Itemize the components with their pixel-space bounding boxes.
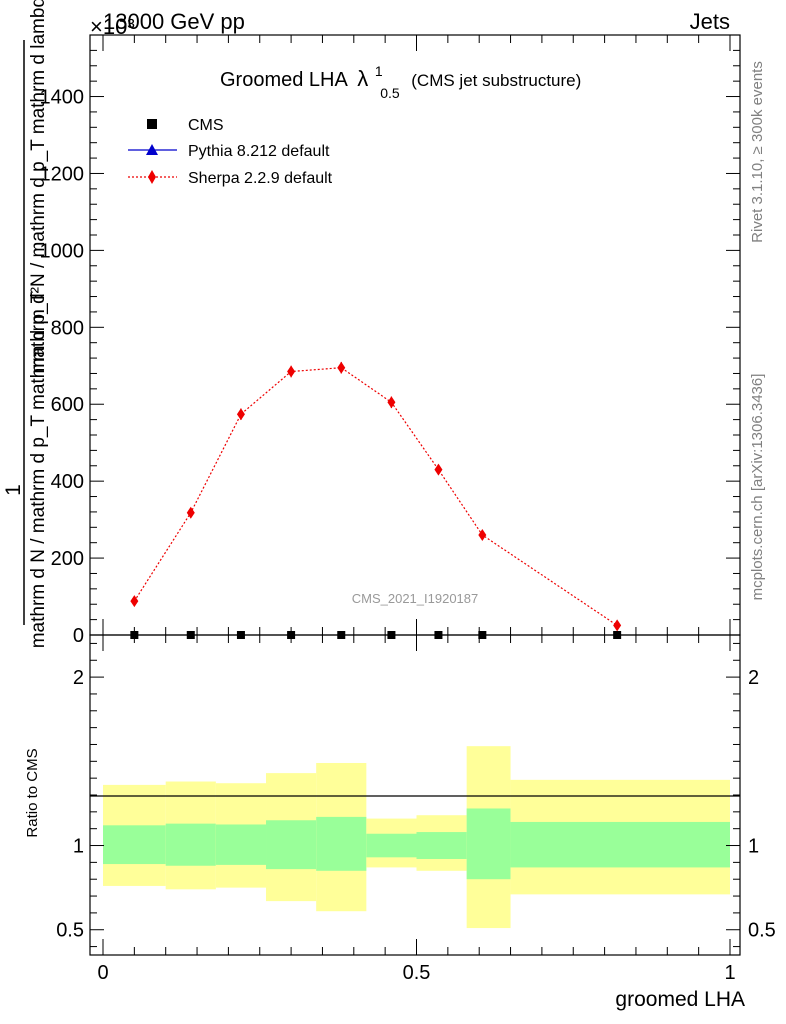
- ratio-inner-band: [215, 824, 267, 865]
- plot-title-main: Groomed LHA: [220, 69, 348, 91]
- main-ytick-label: 400: [51, 471, 84, 493]
- ratio-x-ticks: 0 0.5 1: [97, 635, 736, 984]
- sherpa-point: [387, 396, 396, 409]
- main-ytick-label: 800: [51, 317, 84, 339]
- sherpa-point: [236, 408, 245, 421]
- ratio-xtick-label: 0.5: [403, 962, 431, 984]
- main-ylabel-top: 1: [2, 484, 25, 496]
- main-ytick-label: 1400: [40, 87, 85, 109]
- main-y-ticks: 0 200 400 600 800 1000 1200 1400: [40, 34, 740, 647]
- rivet-label: Rivet 3.1.10, ≥ 300k events: [749, 61, 766, 243]
- sherpa-point: [337, 361, 346, 374]
- legend-sherpa-label: Sherpa 2.2.9 default: [188, 170, 333, 187]
- legend-sherpa-marker: [148, 170, 156, 184]
- ratio-inner-band: [510, 821, 730, 868]
- ratio-inner-band: [266, 820, 317, 870]
- ratio-ytick-label-right: 0.5: [748, 920, 776, 942]
- plot-right-title: Jets: [690, 9, 730, 34]
- legend-cms-marker: [147, 119, 157, 129]
- ratio-inner-band: [316, 816, 367, 871]
- ratio-inner-band: [366, 833, 417, 858]
- sherpa-point: [186, 506, 195, 519]
- main-ytick-label: 600: [51, 394, 84, 416]
- main-ytick-label: 1200: [40, 163, 85, 185]
- ratio-inner-band: [103, 825, 166, 865]
- plot-title-symbol: λ: [357, 66, 368, 91]
- ratio-inner-band: [416, 832, 467, 859]
- main-x-ticks: [102, 35, 731, 635]
- legend-pythia-label: Pythia 8.212 default: [188, 143, 330, 160]
- legend-pythia-marker: [146, 144, 158, 155]
- x-axis-label: groomed LHA: [615, 988, 745, 1011]
- sherpa-point: [613, 619, 622, 632]
- ratio-ytick-label-right: 1: [748, 836, 759, 858]
- plot-title-super: 1: [375, 63, 383, 79]
- plot-title-sub: 0.5: [380, 85, 400, 101]
- plot-title: Groomed LHA λ 1 0.5 (CMS jet substructur…: [220, 59, 581, 103]
- main-ylabel-mid: mathrm d N / mathrm d p_T mathrm d p_T: [28, 291, 49, 648]
- sherpa-point: [287, 365, 296, 378]
- analysis-watermark: CMS_2021_I1920187: [352, 591, 479, 606]
- sherpa-point: [130, 595, 139, 608]
- ratio-inner-band: [165, 823, 216, 866]
- main-ylabel-low: mathrm d²N / mathrm d p_T mathrm d lambd…: [28, 0, 49, 374]
- main-ytick-label: 0: [73, 625, 84, 647]
- ratio-xtick-label: 0: [97, 962, 108, 984]
- plot-left-title: 13000 GeV pp: [103, 9, 245, 34]
- main-ytick-label: 200: [51, 548, 84, 570]
- ratio-xtick-label: 1: [724, 962, 735, 984]
- sherpa-point: [478, 529, 487, 541]
- ratio-inner-band: [466, 808, 511, 880]
- sherpa-point: [434, 463, 443, 476]
- ratio-bands: [103, 746, 730, 929]
- sherpa-series: [130, 361, 622, 632]
- ratio-ylabel: Ratio to CMS: [24, 748, 41, 837]
- main-ytick-label: 1000: [40, 240, 85, 262]
- legend-cms-label: CMS: [188, 117, 224, 134]
- plot-title-note: (CMS jet substructure): [411, 71, 581, 90]
- ratio-plot-frame: [89, 634, 741, 956]
- ratio-ytick-label-left: 2: [73, 667, 84, 689]
- mcplots-label: mcplots.cern.ch [arXiv:1306.3436]: [749, 374, 766, 601]
- ratio-ytick-label-left: 1: [73, 836, 84, 858]
- ratio-ytick-label-left: 0.5: [56, 920, 84, 942]
- legend: CMS Pythia 8.212 default Sherpa 2.2.9 de…: [128, 117, 333, 187]
- sherpa-line: [133, 367, 618, 626]
- ratio-ytick-label-right: 2: [748, 667, 759, 689]
- ratio-y-ticks: 0.5 0.5 1 1 2 2: [56, 642, 776, 948]
